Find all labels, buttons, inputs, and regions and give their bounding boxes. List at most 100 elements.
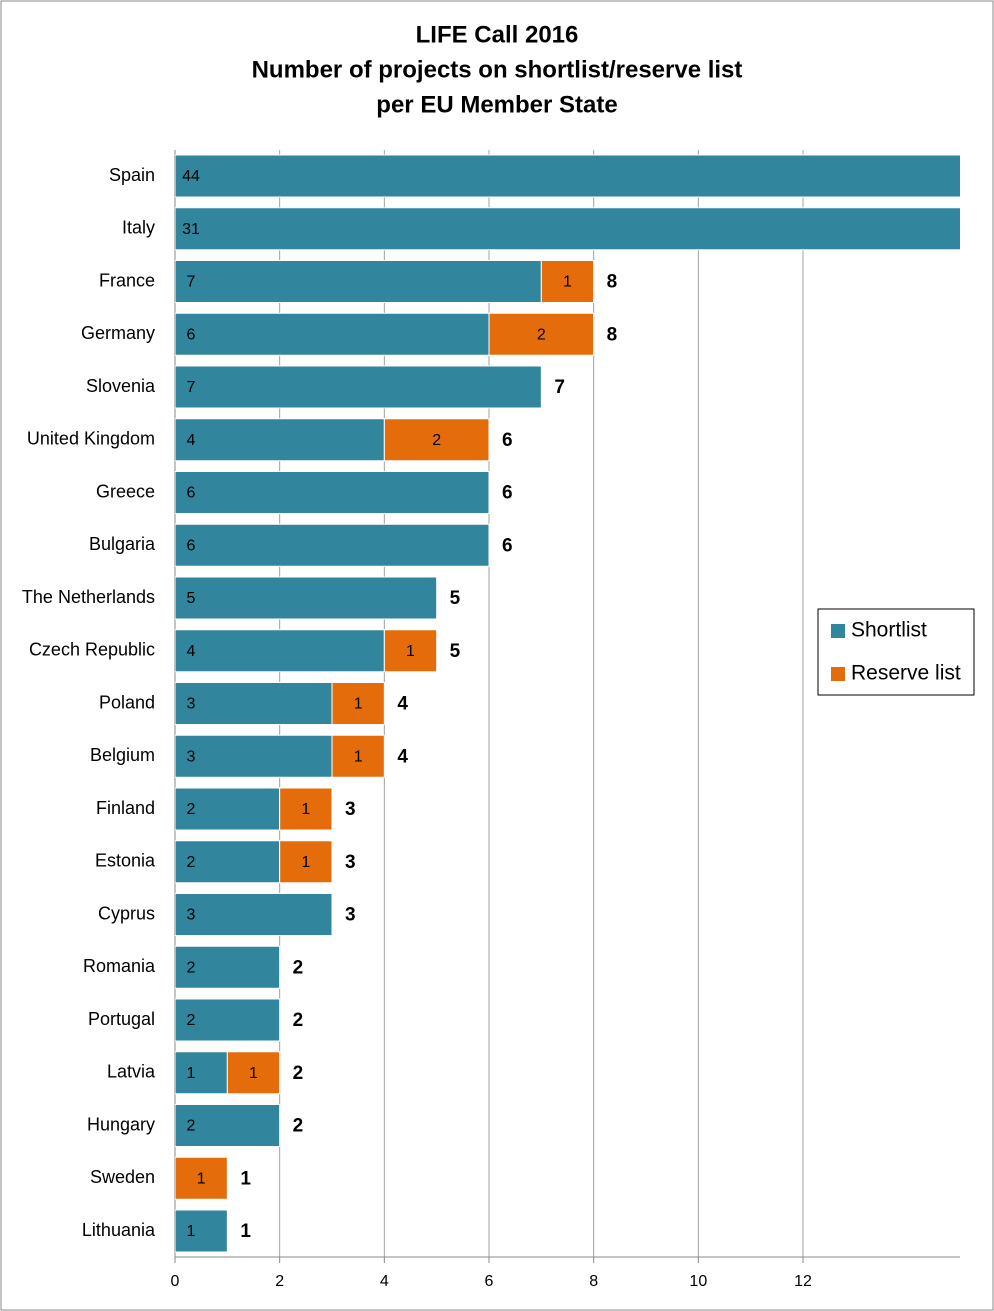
data-label: 1 [301,801,310,818]
bar-segment [175,260,542,303]
data-label: 1 [354,696,363,713]
data-label: 1 [301,854,310,871]
y-tick-label: Cyprus [98,903,155,923]
bar-segment [279,787,333,831]
chart-title: per EU Member State [376,91,617,118]
bar-segment [175,523,490,567]
bar-segment [488,312,595,356]
bar-segment [175,734,333,778]
y-tick-label: Poland [99,692,155,712]
total-label: 7 [554,377,565,398]
bar-segment [331,734,385,778]
y-tick-label: Lithuania [82,1220,156,1240]
data-label: 7 [187,379,196,396]
total-label: 6 [502,483,513,504]
x-tick-label: 8 [589,1273,598,1290]
data-label: 1 [406,643,415,660]
data-label: 6 [187,326,196,343]
total-label: 2 [293,1010,304,1031]
y-tick-label: Greece [96,481,155,501]
total-label: 5 [450,641,461,662]
bar-segment [175,1051,228,1095]
bar-segment [175,893,333,936]
y-tick-label: Germany [81,323,155,343]
data-label: 2 [187,801,196,818]
x-tick-label: 2 [275,1273,284,1290]
total-label: 4 [397,694,408,715]
bar-segment [175,207,960,251]
y-tick-label: Italy [122,218,155,238]
x-tick-label: 0 [171,1273,180,1290]
data-label: 1 [187,1065,196,1082]
bar-segment [226,1051,281,1095]
bar-segment [175,471,490,514]
data-label: 1 [197,1170,206,1187]
total-label: 3 [345,852,356,873]
total-label: 5 [450,588,461,609]
data-label: 6 [187,485,196,502]
y-tick-label: Portugal [88,1009,155,1029]
data-label: 2 [537,326,546,343]
bar-segment [175,1156,228,1200]
x-tick-label: 12 [794,1273,812,1290]
bar-segment [175,365,542,409]
total-label: 3 [345,799,356,820]
data-label: 2 [187,1012,196,1029]
bar-segment [175,576,438,620]
total-label: 2 [293,1063,304,1084]
chart-title: LIFE Call 2016 [416,21,579,48]
x-tick-label: 4 [380,1273,389,1290]
data-label: 1 [187,1223,196,1240]
total-label: 2 [293,957,304,978]
y-tick-label: Sweden [90,1167,155,1187]
data-label: 7 [187,274,196,291]
total-label: 4 [397,746,408,767]
bar-segment [540,260,595,303]
y-tick-label: Czech Republic [29,640,155,660]
data-label: 2 [187,959,196,976]
total-label: 1 [240,1168,251,1189]
data-label: 3 [187,907,196,924]
y-tick-label: Hungary [87,1114,155,1134]
bar-segment [175,418,385,462]
legend-swatch [831,667,845,681]
bar-segment [175,1209,228,1253]
bar-segment [175,945,281,989]
data-label: 6 [187,537,196,554]
bar-segment [175,1104,281,1147]
x-tick-label: 10 [689,1273,707,1290]
total-label: 3 [345,905,356,926]
total-label: 8 [607,324,618,345]
y-tick-label: Finland [96,798,155,818]
y-tick-label: Belgium [90,745,155,765]
y-tick-label: Spain [109,165,155,185]
y-tick-label: Bulgaria [89,534,156,554]
legend-swatch [831,624,845,638]
data-label: 2 [187,1118,196,1135]
data-label: 44 [182,168,200,185]
data-label: 1 [563,274,572,291]
total-label: 6 [502,430,513,451]
bar-segment [175,840,281,884]
chart-title: Number of projects on shortlist/reserve … [252,56,743,83]
bar-segment [175,312,490,356]
legend-label: Shortlist [851,619,927,642]
data-label: 2 [432,432,441,449]
data-label: 4 [187,432,196,449]
y-tick-label: Estonia [95,851,156,871]
y-tick-label: Latvia [107,1062,156,1082]
y-tick-label: France [99,270,155,290]
data-label: 4 [187,643,196,660]
data-label: 3 [187,748,196,765]
data-label: 3 [187,696,196,713]
y-tick-label: The Netherlands [22,587,155,607]
y-tick-label: Slovenia [86,376,156,396]
data-label: 31 [182,221,200,238]
total-label: 2 [293,1116,304,1137]
bar-segment [383,418,490,462]
data-label: 1 [249,1065,258,1082]
y-tick-label: Romania [83,956,156,976]
legend-label: Reserve list [851,662,961,685]
y-tick-label: United Kingdom [27,429,155,449]
